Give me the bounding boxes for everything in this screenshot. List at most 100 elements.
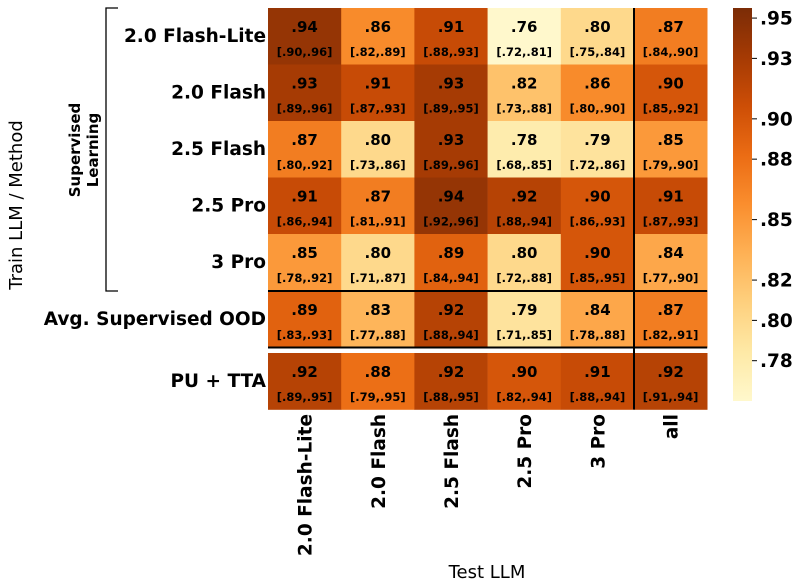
- y-axis-title: Train LLM / Method: [6, 120, 27, 291]
- cell-ci: [.87,.93]: [350, 102, 406, 116]
- heatmap-cell: [487, 121, 562, 178]
- cell-value: .80: [511, 244, 538, 262]
- cell-ci: [.88,.93]: [423, 45, 479, 59]
- column-label: all: [662, 414, 683, 439]
- heatmap-cell: [268, 291, 342, 348]
- heatmap-cell: [341, 291, 415, 348]
- cell-ci: [.85,.92]: [643, 102, 699, 116]
- cell-value: .84: [657, 244, 684, 262]
- cell-ci: [.80,.90]: [570, 102, 626, 116]
- heatmap-cell: [268, 177, 342, 235]
- cell-value: .87: [657, 301, 684, 319]
- row-label: 2.5 Flash: [171, 139, 266, 160]
- cell-value: .82: [511, 75, 538, 93]
- column-labels: 2.0 Flash-Lite 2.0 Flash 2.5 Flash 2.5 Pro 3…: [296, 414, 683, 556]
- cell-value: .92: [438, 363, 465, 381]
- heatmap-cell: [268, 8, 342, 65]
- cell-ci: [.71,.87]: [350, 271, 406, 285]
- cell-value: .94: [291, 18, 318, 36]
- cell-ci: [.87,.93]: [643, 215, 699, 229]
- column-label: 3 Pro: [588, 414, 609, 469]
- heatmap-cell: [487, 177, 562, 235]
- column-label: 2.5 Flash: [442, 414, 463, 509]
- cell-value: .83: [365, 301, 392, 319]
- heatmap-cell: [341, 353, 415, 410]
- cell-ci: [.91,.94]: [643, 390, 699, 404]
- cell-value: .79: [511, 301, 538, 319]
- cell-ci: [.79,.95]: [350, 390, 406, 404]
- heatmap-cell: [487, 353, 562, 410]
- cell-ci: [.86,.94]: [277, 215, 333, 229]
- row-label: PU + TTA: [170, 371, 266, 392]
- group-label-line: Supervised: [66, 103, 84, 198]
- cell-ci: [.73,.88]: [496, 102, 552, 116]
- cell-value: .92: [438, 301, 465, 319]
- group-label: SupervisedLearning: [66, 103, 102, 198]
- cell-value: .78: [511, 131, 538, 149]
- heatmap-cell: [560, 8, 635, 65]
- heatmap-cell: [414, 291, 488, 348]
- cell-ci: [.88,.94]: [496, 215, 552, 229]
- colorbar-ticks: .78 .80 .82 .85 .88 .90 .93 .95: [752, 9, 793, 372]
- colorbar-tick-label: .93: [760, 49, 793, 70]
- row-label: 2.0 Flash-Lite: [124, 26, 266, 47]
- cell-value: .89: [291, 301, 318, 319]
- cell-ci: [.75,.84]: [570, 45, 626, 59]
- cell-value: .90: [584, 244, 611, 262]
- group-bracket: [105, 7, 118, 292]
- heatmap-cell: [414, 64, 488, 122]
- colorbar-tick-label: .88: [760, 150, 793, 171]
- heatmap-cell: [414, 8, 488, 65]
- heatmap-cell: [268, 353, 342, 410]
- cell-ci: [.85,.95]: [570, 271, 626, 285]
- column-label: 2.5 Pro: [515, 414, 536, 489]
- cell-value: .85: [291, 244, 318, 262]
- cell-ci: [.86,.93]: [570, 215, 626, 229]
- cell-value: .93: [291, 75, 318, 93]
- cell-ci: [.72,.88]: [496, 271, 552, 285]
- row-label: Avg. Supervised OOD: [44, 309, 266, 330]
- cell-value: .87: [291, 131, 318, 149]
- cell-ci: [.88,.94]: [570, 390, 626, 404]
- cell-ci: [.90,.96]: [277, 45, 333, 59]
- heatmap-cell: [634, 291, 708, 348]
- heatmap-cell: [268, 64, 342, 122]
- heatmap-cell: [487, 291, 562, 348]
- cell-ci: [.82,.91]: [643, 328, 699, 342]
- colorbar-tick-label: .78: [760, 351, 793, 372]
- colorbar: [733, 8, 752, 401]
- cell-value: .76: [511, 18, 538, 36]
- colorbar-tick-label: .90: [760, 109, 793, 130]
- row-label: 2.5 Pro: [191, 196, 266, 217]
- heatmap-cell: [634, 177, 708, 235]
- cell-ci: [.71,.85]: [496, 328, 552, 342]
- cell-value: .92: [511, 188, 538, 206]
- cell-value: .91: [438, 18, 465, 36]
- cell-value: .87: [365, 188, 392, 206]
- cell-ci: [.88,.95]: [423, 390, 479, 404]
- row-label: 2.0 Flash: [171, 83, 266, 104]
- cell-value: .93: [438, 131, 465, 149]
- cell-ci: [.68,.85]: [496, 158, 552, 172]
- cell-ci: [.82,.94]: [496, 390, 552, 404]
- group-label-line: Learning: [84, 113, 102, 188]
- cell-value: .94: [438, 188, 465, 206]
- cell-value: .89: [438, 244, 465, 262]
- cell-value: .80: [584, 18, 611, 36]
- cell-value: .90: [584, 188, 611, 206]
- cell-value: .88: [365, 363, 392, 381]
- heatmap-cell: [341, 64, 415, 122]
- heatmap-cell: [487, 64, 562, 122]
- heatmap-cell: [414, 234, 488, 291]
- separator-lines: [267, 8, 709, 410]
- colorbar-tick-label: .95: [760, 9, 793, 30]
- cell-ci: [.77,.88]: [350, 328, 406, 342]
- heatmap-cell: [341, 234, 415, 291]
- column-label: 2.0 Flash: [369, 414, 390, 509]
- cell-ci: [.84,.94]: [423, 271, 479, 285]
- cell-value: .80: [365, 131, 392, 149]
- cell-value: .91: [584, 363, 611, 381]
- cell-ci: [.88,.94]: [423, 328, 479, 342]
- cell-ci: [.73,.86]: [350, 158, 406, 172]
